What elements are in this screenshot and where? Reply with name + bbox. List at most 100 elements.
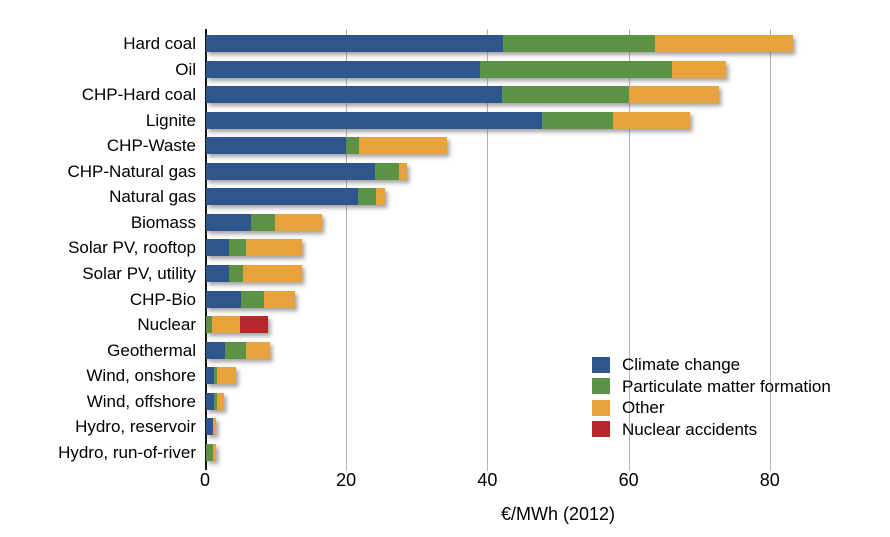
bar-segment-particulate-matter-formation — [228, 239, 246, 257]
bar-segment-particulate-matter-formation — [213, 367, 217, 385]
category-label-solar-pv-utility: Solar PV, utility — [82, 263, 196, 283]
bar-segment-climate-change — [206, 162, 375, 180]
category-label-geothermal: Geothermal — [107, 340, 196, 360]
bar-segment-particulate-matter-formation — [542, 111, 614, 129]
category-label-chp-hard-coal: CHP-Hard coal — [81, 85, 196, 105]
bar-chp-waste — [206, 137, 448, 155]
bar-segment-climate-change — [206, 188, 359, 206]
bar-hydro-run-of-river — [206, 443, 217, 461]
bar-segment-other — [263, 290, 295, 308]
bar-segment-other — [213, 443, 217, 461]
bar-chp-bio — [206, 290, 295, 308]
legend: Climate change Particulate matter formati… — [592, 356, 831, 442]
gridline-40 — [487, 29, 489, 471]
bar-segment-particulate-matter-formation — [206, 443, 214, 461]
bar-segment-climate-change — [206, 264, 229, 282]
gridline-60 — [628, 29, 630, 471]
bar-segment-other — [399, 162, 408, 180]
bar-segment-particulate-matter-formation — [479, 60, 672, 78]
bar-segment-other — [245, 341, 271, 359]
legend-label-particulate-matter-formation: Particulate matter formation — [622, 376, 831, 396]
legend-item-nuclear-accidents: Nuclear accidents — [592, 421, 831, 438]
x-tick-label-60: 60 — [618, 470, 639, 490]
bar-segment-other — [245, 239, 302, 257]
gridline-80 — [769, 29, 771, 471]
bar-segment-particulate-matter-formation — [358, 188, 377, 206]
bar-segment-climate-change — [206, 392, 214, 410]
bar-segment-other — [211, 316, 240, 334]
bar-geothermal — [206, 341, 271, 359]
bar-segment-other — [213, 418, 217, 436]
bar-segment-other — [275, 213, 322, 231]
bar-segment-nuclear-accidents — [239, 316, 269, 334]
bar-segment-particulate-matter-formation — [502, 35, 655, 52]
x-tick-label-80: 80 — [759, 470, 780, 490]
bar-segment-other — [671, 60, 727, 78]
bar-segment-climate-change — [206, 111, 543, 129]
category-label-solar-pv-rooftop: Solar PV, rooftop — [68, 238, 196, 258]
category-label-lignite: Lignite — [145, 110, 196, 130]
bar-segment-other — [242, 264, 302, 282]
legend-label-climate-change: Climate change — [622, 355, 741, 374]
bar-segment-climate-change — [206, 35, 503, 52]
bar-segment-climate-change — [206, 60, 480, 78]
bar-segment-other — [359, 137, 448, 155]
gridline-20 — [346, 29, 348, 471]
x-tick-label-0: 0 — [199, 470, 210, 490]
x-tick-label-40: 40 — [477, 470, 498, 490]
bar-hydro-reservoir — [206, 418, 217, 436]
category-label-chp-natural-gas: CHP-Natural gas — [67, 161, 197, 181]
bar-solar-pv-utility — [206, 264, 302, 282]
bar-segment-climate-change — [206, 367, 214, 385]
bar-wind-onshore — [206, 367, 237, 385]
legend-item-other: Other — [592, 399, 831, 416]
bar-segment-particulate-matter-formation — [228, 264, 243, 282]
legend-item-climate-change: Climate change — [592, 356, 831, 373]
bar-hard-coal — [206, 35, 794, 52]
bar-segment-climate-change — [206, 213, 252, 231]
bar-segment-particulate-matter-formation — [206, 316, 212, 334]
bar-segment-other — [655, 35, 794, 52]
bar-segment-particulate-matter-formation — [251, 213, 276, 231]
legend-swatch-climate-change — [592, 356, 610, 373]
bar-segment-climate-change — [206, 341, 226, 359]
bar-segment-other — [376, 188, 386, 206]
category-label-hydro-run-of-river: Hydro, run-of-river — [58, 442, 196, 462]
bar-segment-climate-change — [206, 290, 242, 308]
category-label-natural-gas: Natural gas — [109, 187, 196, 207]
legend-swatch-nuclear-accidents — [592, 421, 610, 437]
legend-label-nuclear-accidents: Nuclear accidents — [622, 419, 758, 439]
bar-solar-pv-rooftop — [206, 239, 302, 257]
bar-segment-climate-change — [206, 86, 502, 104]
category-label-nuclear: Nuclear — [137, 315, 196, 335]
bar-segment-climate-change — [206, 418, 214, 436]
bar-segment-particulate-matter-formation — [374, 162, 400, 180]
bar-wind-offshore — [206, 392, 224, 410]
bar-segment-other — [216, 367, 237, 385]
bar-nuclear — [206, 316, 269, 334]
x-tick-label-20: 20 — [336, 470, 357, 490]
bar-segment-climate-change — [206, 239, 229, 257]
category-label-chp-bio: CHP-Bio — [129, 289, 196, 309]
x-axis-title: €/MWh (2012) — [500, 504, 616, 524]
category-label-wind-onshore: Wind, onshore — [86, 366, 196, 386]
legend-item-particulate-matter-formation: Particulate matter formation — [592, 378, 831, 395]
bar-segment-other — [216, 392, 224, 410]
category-label-oil: Oil — [175, 59, 196, 79]
category-label-hard-coal: Hard coal — [123, 34, 196, 53]
category-label-wind-offshore: Wind, offshore — [86, 391, 196, 411]
bar-segment-particulate-matter-formation — [241, 290, 264, 308]
legend-swatch-particulate-matter-formation — [592, 378, 610, 394]
category-label-chp-waste: CHP-Waste — [106, 136, 196, 156]
bar-oil — [206, 60, 727, 78]
category-label-biomass: Biomass — [130, 212, 196, 232]
bar-segment-particulate-matter-formation — [501, 86, 629, 104]
bar-lignite — [206, 111, 690, 129]
bar-segment-particulate-matter-formation — [346, 137, 360, 155]
bar-chp-hard-coal — [206, 86, 720, 104]
bar-chp-natural-gas — [206, 162, 408, 180]
bar-segment-other — [628, 86, 720, 104]
bar-segment-particulate-matter-formation — [225, 341, 246, 359]
bar-segment-other — [613, 111, 690, 129]
